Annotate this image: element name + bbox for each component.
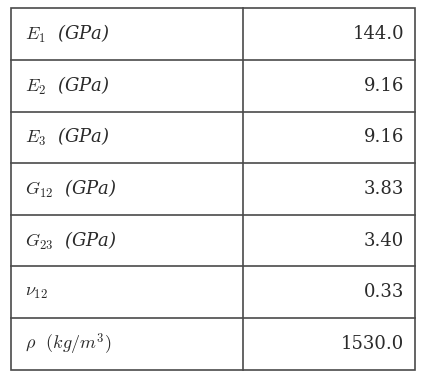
Text: $E_1$  (GPa): $E_1$ (GPa): [25, 23, 110, 45]
Text: $E_3$  (GPa): $E_3$ (GPa): [25, 126, 110, 149]
Text: $G_{23}$  (GPa): $G_{23}$ (GPa): [25, 229, 117, 252]
Text: 3.83: 3.83: [364, 180, 404, 198]
Text: $E_2$  (GPa): $E_2$ (GPa): [25, 75, 110, 97]
Text: 1530.0: 1530.0: [341, 335, 404, 353]
Text: 144.0: 144.0: [352, 25, 404, 43]
Text: $\rho$  $(kg/m^3)$: $\rho$ $(kg/m^3)$: [25, 331, 112, 356]
Text: 9.16: 9.16: [364, 129, 404, 146]
Text: $\nu_{12}$: $\nu_{12}$: [25, 283, 48, 301]
Text: 0.33: 0.33: [364, 283, 404, 301]
Text: $G_{12}$  (GPa): $G_{12}$ (GPa): [25, 178, 117, 200]
Text: 9.16: 9.16: [364, 77, 404, 95]
Text: 3.40: 3.40: [364, 232, 404, 249]
